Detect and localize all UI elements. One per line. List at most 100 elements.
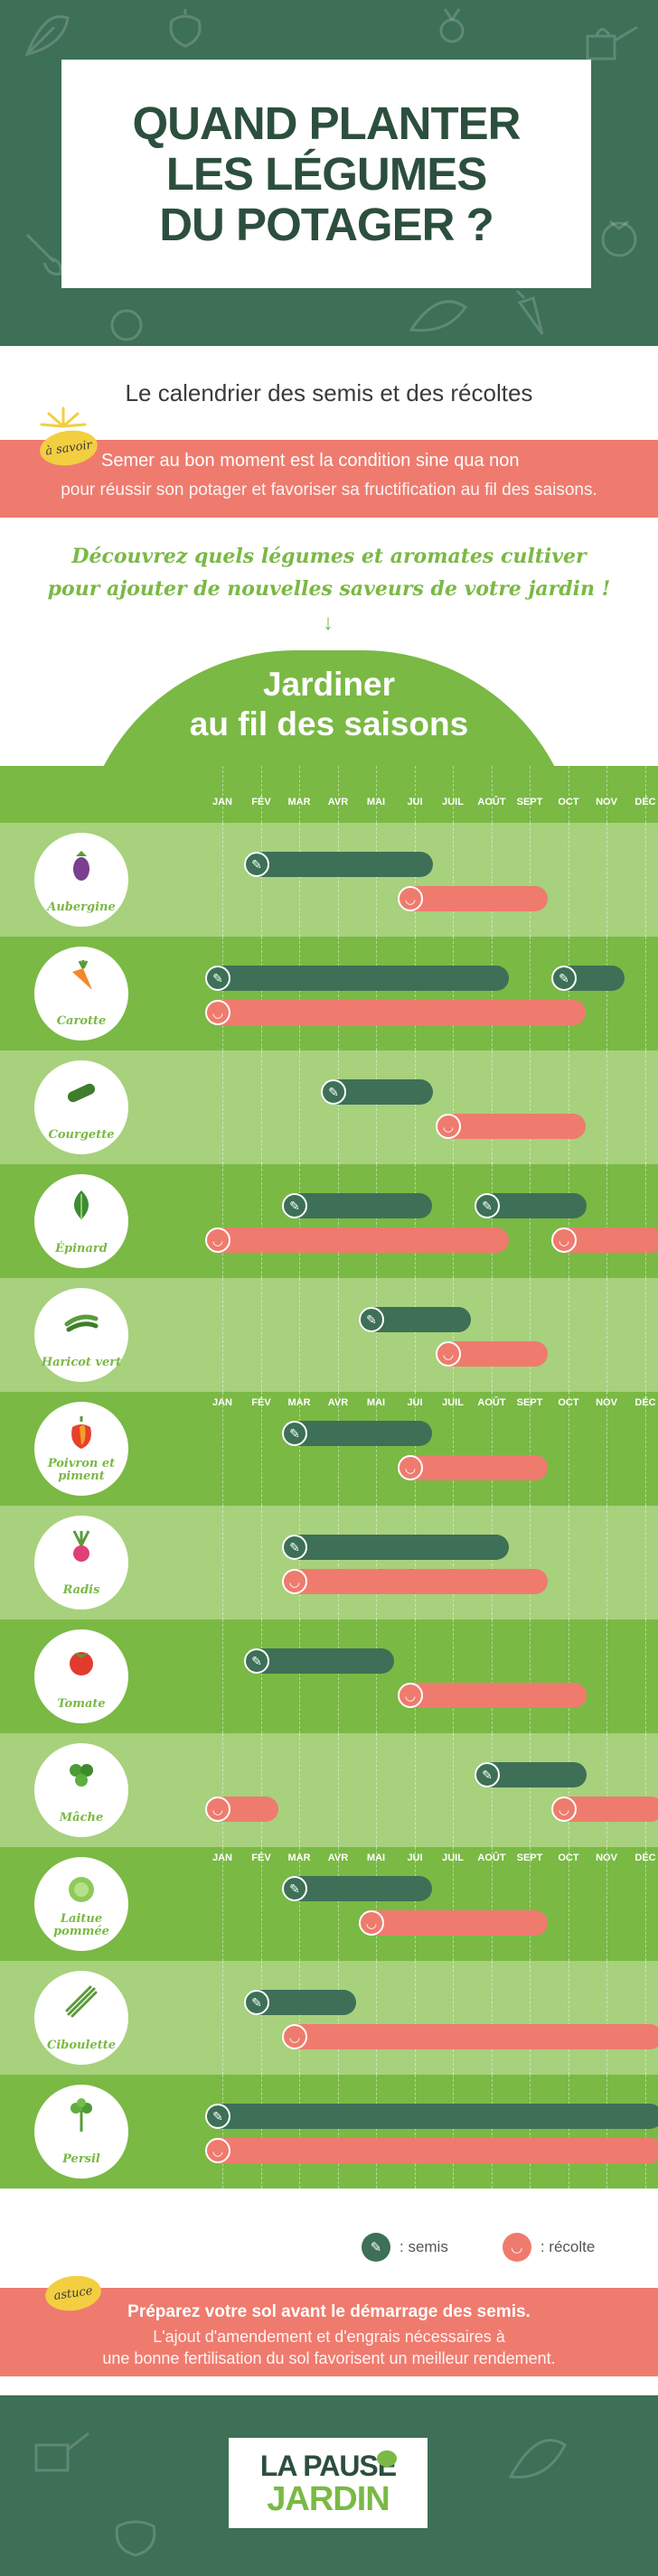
month-gridline [530,823,531,937]
month-gridline [338,1050,339,1164]
month-gridline [222,2075,223,2189]
vegetable-name: Persil [62,2152,100,2166]
semis-bar: ✎ [475,1762,587,1787]
month-gridline [492,1733,493,1847]
month-label: OCT [558,1853,579,1863]
basket-icon: ◡ [359,1910,384,1936]
lettuce-icon [69,1877,94,1902]
legend: ✎ : semis ◡ : récolte [362,2233,595,2262]
basket-icon: ◡ [551,1797,577,1822]
month-gridline [645,823,646,937]
month-gridline [376,1164,377,1278]
month-label: AOÛT [477,797,506,807]
recolte-bar: ◡ [282,1569,548,1594]
month-label: JAN [212,1853,232,1863]
month-gridline [261,1847,262,1961]
radish-icon [72,1530,90,1562]
month-label: OCT [558,1397,579,1408]
month-gridline [261,1961,262,2075]
month-label: JUIL [442,1397,464,1408]
month-gridline [415,766,416,823]
month-gridline [376,2075,377,2189]
spinach-icon [74,1190,89,1219]
month-gridline [645,937,646,1050]
month-gridline [261,1392,262,1506]
month-gridline [492,1278,493,1392]
vegetable-badge: Ciboulette [34,1971,128,2065]
month-gridline [376,1050,377,1164]
calendar-row: Radis ✎ ◡ [0,1506,658,1619]
recolte-bar: ◡ [436,1114,586,1139]
tip-body: L'ajout d'amendement et d'engrais nécess… [0,2326,658,2369]
recolte-bar: ◡ [398,1683,587,1708]
recolte-bar: ◡ [551,1227,658,1253]
seed-icon: ✎ [244,1648,269,1674]
month-gridline [338,1164,339,1278]
month-label: MAI [366,797,386,807]
month-gridline [492,2075,493,2189]
seed-icon: ✎ [205,966,230,991]
month-label: MAR [287,1397,311,1408]
seed-icon: ✎ [282,1535,307,1560]
month-label: JAN [212,1397,232,1408]
month-gridline [606,1050,607,1164]
vegetable-name: Radis [62,1583,100,1597]
vegetable-name: Haricot vert [41,1356,122,1369]
basket-icon: ◡ [282,2024,307,2049]
recolte-bar: ◡ [551,1797,658,1822]
calendar-row: JAN FÉV MAR AVR MAI JUI JUIL AOÛT SEPT OCT NOV DÉC L… [0,1847,658,1961]
month-gridline [415,1278,416,1392]
month-gridline [453,823,454,937]
zucchini-icon [67,1083,96,1103]
month-gridline [338,1506,339,1619]
vegetable-name: Épinard [55,1242,108,1255]
discover-text: Découvrez quels légumes et aromates cult… [0,540,658,605]
semis-bar: ✎ [475,1193,587,1218]
pepper-icon [71,1416,91,1449]
month-gridline [376,1392,377,1506]
month-gridline [376,1278,377,1392]
vegetable-name: Ciboulette [47,2039,116,2052]
basket-icon: ◡ [205,1797,230,1822]
leaf-doodle-icon-footer [508,2439,567,2479]
month-gridline [492,937,493,1050]
green-bean-icon [64,1314,99,1332]
month-gridline [222,823,223,937]
calendar-title: Jardiner au fil des saisons [0,665,658,744]
month-gridline [530,1278,531,1392]
month-gridline [453,766,454,823]
month-label: AVR [327,797,349,807]
month-gridline [530,1164,531,1278]
semis-bar: ✎ [205,2104,658,2129]
month-gridline [415,937,416,1050]
month-gridline [453,1506,454,1619]
month-gridline [645,1961,646,2075]
month-gridline [222,766,223,823]
month-gridline [530,1050,531,1164]
radish-doodle-icon [439,8,465,43]
month-gridline [376,1506,377,1619]
month-gridline [530,1506,531,1619]
tip-line-1: Préparez votre sol avant le démarrage de… [127,2302,531,2321]
month-gridline [492,823,493,937]
recolte-bar: ◡ [205,1797,278,1822]
semis-bar: ✎ [282,1535,509,1560]
logo-line-2: JARDIN [267,2480,390,2518]
recolte-bar: ◡ [359,1910,548,1936]
semis-bar: ✎ [282,1193,432,1218]
month-label: JUIL [442,797,464,807]
month-label: SEPT [516,1397,543,1408]
month-gridline [222,1506,223,1619]
month-gridline [530,766,531,823]
tip-band: Préparez votre sol avant le démarrage de… [0,2288,658,2376]
semis-bar: ✎ [244,852,433,877]
brand-logo[interactable]: LA PAUSE JARDIN [229,2438,428,2528]
semis-bar: ✎ [282,1876,432,1901]
month-label: JUI [407,1397,423,1408]
month-gridline [338,1961,339,2075]
month-gridline [299,1619,300,1733]
basket-icon: ◡ [205,2138,230,2163]
month-gridline [530,1847,531,1961]
month-label: NOV [596,797,617,807]
month-gridline [453,1164,454,1278]
